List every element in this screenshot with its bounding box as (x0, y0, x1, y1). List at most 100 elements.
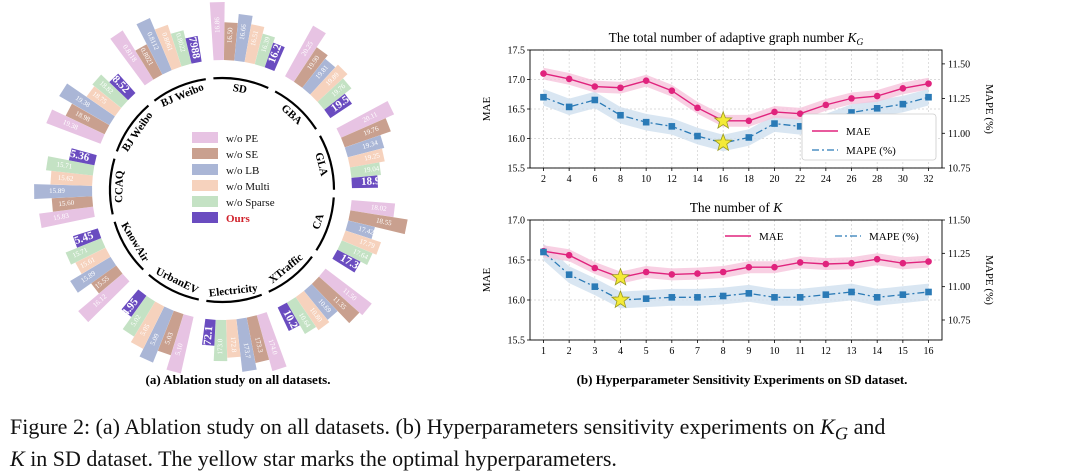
mae-point (822, 101, 830, 109)
ablation-bar (244, 24, 265, 65)
ablation-bar (39, 206, 95, 229)
dataset-arc (113, 221, 145, 271)
ablation-bar (236, 317, 257, 372)
y-tick-label: 15.5 (508, 164, 526, 175)
ablation-bar-value: 15.60 (58, 199, 75, 208)
x-tick-label: 16 (924, 346, 934, 357)
x-tick-label: 12 (667, 174, 677, 185)
ablation-bar (246, 315, 270, 363)
mae-confidence-band (543, 245, 929, 284)
mae-point (694, 270, 701, 277)
y-tick-label: 16.0 (508, 296, 526, 307)
subcaption-a: (a) Ablation study on all datasets. (146, 372, 331, 387)
dataset-label: SD (232, 82, 248, 96)
mae-point (565, 251, 573, 259)
ablation-bar (293, 47, 328, 88)
x-tick-label: 12 (821, 346, 831, 357)
y-tick-label: 16.5 (508, 256, 526, 267)
ablation-bar-value: 18.55 (375, 217, 393, 228)
caption-text-1: Figure 2: (a) Ablation study on all data… (10, 414, 821, 439)
ablation-bar-value: 15.62 (57, 174, 74, 183)
x-tick-label: 10 (770, 346, 780, 357)
mape-point (873, 105, 881, 112)
dataset-arc (153, 78, 206, 102)
optimal-star-marker (713, 110, 733, 130)
ablation-bar-value: 16.86 (213, 17, 221, 33)
x-tick-label: 22 (795, 174, 805, 185)
mae-point (745, 263, 753, 271)
dataset-label: GBA (279, 102, 305, 127)
subcaption-b: (b) Hyperparameter Sensitivity Experimen… (577, 372, 908, 387)
mape-point (540, 93, 547, 101)
mae-point (925, 80, 932, 87)
mape-point (591, 283, 599, 290)
dataset-arc (268, 255, 313, 293)
ablation-bar (324, 93, 353, 119)
mae-series-line (543, 250, 929, 279)
ablation-bar-value: 15.36 (64, 147, 91, 164)
x-tick-label: 16 (718, 174, 728, 185)
dataset-label: CA (310, 212, 326, 231)
optimal-star-marker (610, 267, 631, 286)
ablation-bar-value: 18.02 (370, 203, 387, 213)
ablation-bar (110, 30, 154, 86)
dataset-arc (115, 104, 150, 152)
ablation-bar (310, 64, 348, 102)
y-right-tick-label: 11.00 (948, 282, 970, 293)
ablation-bar (344, 135, 385, 158)
ablation-bar (337, 240, 373, 265)
y-right-tick-label: 11.25 (948, 94, 970, 105)
ablation-bar (122, 295, 156, 337)
chart-title-math: K (772, 200, 783, 215)
mae-point (796, 110, 804, 118)
mape-point (899, 100, 907, 108)
x-tick-label: 4 (618, 346, 623, 357)
x-tick-label: 24 (821, 174, 831, 185)
ablation-bar (68, 148, 97, 166)
kg-sensitivity-chart: 2 4 6 8 10 12 14 16 18 20 22 24 26 28 30 3215.516.016.5… (481, 30, 995, 185)
ablation-bar (185, 35, 202, 64)
dataset-arc (213, 76, 269, 90)
legend-label: MAPE (%) (846, 145, 896, 157)
ablation-bar (311, 276, 360, 324)
ablation-bar (170, 30, 192, 67)
x-tick-label: 4 (567, 174, 572, 185)
x-tick-label: 10 (641, 174, 651, 185)
ablation-bar (65, 238, 106, 265)
ablation-bar-value: 16.50 (226, 27, 235, 44)
mape-point (745, 290, 753, 297)
mae-point (796, 259, 804, 266)
mape-point (642, 118, 650, 126)
mape-point (642, 295, 650, 302)
mae-point (925, 258, 932, 265)
x-tick-label: 32 (924, 174, 934, 185)
chart-title: The number of K (690, 200, 784, 215)
chart-title-math: K (846, 30, 857, 45)
dataset-label: CCAQ (113, 170, 126, 203)
mae-point (668, 271, 676, 278)
chart-title-subscript: G (856, 38, 863, 48)
legend-label: MAPE (%) (869, 231, 919, 243)
legend-label: MAE (759, 231, 784, 243)
ablation-bar (254, 33, 276, 68)
mape-point (719, 292, 727, 300)
dataset-arc (274, 90, 317, 130)
mape-point (540, 248, 547, 256)
legend-label: w/o LB (226, 165, 259, 177)
ablation-bar (286, 297, 317, 334)
ablation-bar (139, 306, 174, 363)
mae-point (873, 255, 881, 263)
mae-point (899, 259, 907, 267)
ablation-bar (223, 22, 238, 61)
y-tick-label: 16.0 (508, 134, 526, 145)
legend-swatch (192, 148, 218, 159)
x-tick-label: 8 (618, 174, 623, 185)
y-right-tick-label: 10.75 (948, 316, 971, 327)
dataset-arc (319, 135, 336, 190)
mae-point (899, 85, 907, 92)
ablation-bar (78, 273, 130, 323)
optimal-star-marker (713, 132, 733, 152)
ablation-bar (302, 58, 336, 95)
ablation-bar (91, 265, 123, 294)
